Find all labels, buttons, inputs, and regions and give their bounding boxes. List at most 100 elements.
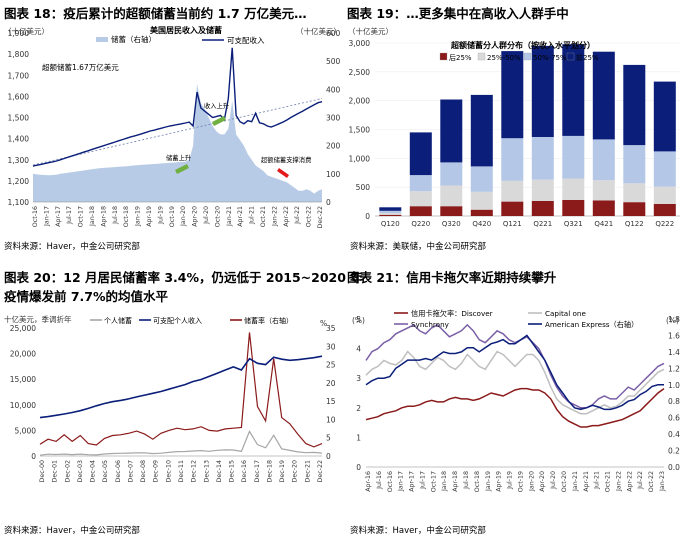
x-tick: Apr-22 [283, 206, 290, 227]
left-y-tick: 1,900 [8, 29, 30, 38]
x-tick: Jul-17 [419, 471, 426, 490]
left-y-tick: 1,500 [8, 114, 30, 123]
x-tick: Jul-17 [66, 206, 73, 225]
right-y-tick: 1.8 [668, 315, 680, 324]
disposable-income-line [32, 47, 323, 167]
x-tick: Oct-22 [648, 471, 655, 492]
bar-segment [562, 199, 585, 216]
right-y-tick: 0.0 [668, 463, 680, 472]
bar-segment [470, 191, 493, 210]
legend-swatch [439, 52, 448, 61]
right-y-tick: 400 [326, 85, 341, 94]
bar-segment [501, 138, 524, 181]
left-axis-unit: （十亿美元） [4, 26, 49, 36]
bar-segment [562, 44, 585, 136]
bar-segment [531, 45, 554, 137]
x-tick: Jan-20 [180, 206, 187, 227]
right-axis-unit: (%) [666, 316, 679, 325]
bar-segment [592, 180, 615, 201]
bar-segment [592, 200, 615, 216]
x-tick: Jul-21 [594, 471, 601, 490]
right-y-tick: 0.2 [668, 447, 680, 456]
bar-segment [440, 99, 463, 163]
left-y-tick: 1,700 [8, 71, 30, 80]
x-tick: Jul-19 [157, 206, 164, 225]
y-tick: 2,500 [349, 68, 371, 77]
x-tick: Dec-14 [216, 460, 223, 482]
x-tick: Oct-21 [605, 471, 612, 492]
bar-segment [440, 185, 463, 207]
bar-segment [592, 51, 615, 140]
legend-swatch [477, 52, 486, 61]
left-y-tick: 3 [356, 374, 361, 383]
x-tick: Apr-18 [452, 471, 459, 492]
x-tick: Jan-22 [271, 206, 278, 227]
panel-21-title: 图表 21：信用卡拖欠率近期持续攀升 [347, 270, 557, 285]
legend-label: 信用卡拖欠率：Discover [411, 309, 493, 318]
bar-segment [531, 179, 554, 201]
bar-segment [501, 51, 524, 139]
right-y-tick: 500 [326, 57, 341, 66]
x-tick: Jul-16 [376, 471, 383, 490]
x-tick: Dec-02 [64, 460, 71, 482]
left-y-tick: 5,000 [15, 426, 37, 435]
x-tick: Oct-19 [169, 206, 176, 227]
right-y-tick: 100 [326, 170, 341, 179]
x-tick: Q420 [472, 220, 491, 228]
annotation-arrow-income [212, 116, 226, 126]
bar-segment [562, 135, 585, 179]
x-tick: Dec-09 [153, 460, 160, 482]
bar-segment [653, 151, 676, 187]
x-tick: Q120 [381, 220, 400, 228]
legend-label: 储蓄率（右轴） [244, 316, 293, 325]
x-tick: Jan-18 [89, 206, 96, 227]
x-tick: Jan-17 [398, 471, 405, 492]
right-y-tick: 600 [326, 29, 341, 38]
legend-label: 可支配个人收入 [153, 316, 202, 325]
savings-area [33, 83, 322, 202]
delinquency-line-3 [365, 334, 664, 411]
x-tick: Jan-21 [572, 471, 579, 492]
x-tick: Q220 [411, 220, 430, 228]
y-tick: 500 [356, 183, 371, 192]
x-tick: Q122 [625, 220, 644, 228]
bar-segment [653, 203, 676, 216]
legend-label: 前25% [576, 53, 599, 62]
x-tick: Oct-22 [306, 206, 313, 227]
panel-19-source: 资料来源：美联储，中金公司研究部 [350, 242, 487, 252]
x-tick: Dec-19 [279, 460, 286, 482]
x-tick: Oct-16 [32, 206, 39, 227]
x-tick: Jan-17 [43, 206, 50, 227]
left-axis-unit: (%) [352, 316, 365, 325]
bar-segment [379, 213, 402, 215]
left-axis-unit: 十亿美元，季调折年 [4, 314, 72, 324]
annotation-arrow-savings [175, 164, 189, 174]
panel-20-source: 资料来源：Haver，中金公司研究部 [4, 526, 140, 536]
left-y-tick: 20,000 [10, 350, 36, 359]
x-tick: Dec-12 [191, 460, 198, 482]
y-tick: 1,500 [349, 126, 371, 135]
x-tick: Dec-21 [304, 460, 311, 482]
right-y-tick: 15 [326, 397, 336, 406]
panel-18-source: 资料来源：Haver，中金公司研究部 [4, 242, 140, 252]
bar-segment [623, 202, 646, 216]
right-y-tick: 0.6 [668, 414, 680, 423]
x-tick: Jul-19 [507, 471, 514, 490]
disposable-income-line [39, 355, 323, 419]
left-y-tick: 0 [31, 452, 36, 461]
legend-swatch-savings [96, 37, 108, 42]
x-tick: Apr-21 [583, 471, 590, 492]
legend-swatch [566, 52, 575, 61]
x-tick: Dec-16 [241, 460, 248, 482]
legend-savings: 储蓄（右轴） [111, 34, 156, 44]
right-y-tick: 10 [326, 415, 336, 424]
right-y-tick: 0 [326, 452, 331, 461]
left-y-tick: 1,200 [8, 177, 30, 186]
bar-segment [379, 207, 402, 211]
x-tick: Q121 [503, 220, 522, 228]
bar-segment [409, 206, 432, 216]
annotation-income-up: 收入上升 [204, 101, 229, 110]
saving-rate-line [39, 332, 323, 448]
